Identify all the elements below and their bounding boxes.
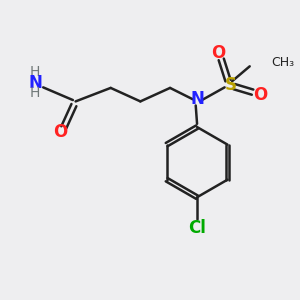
Text: O: O [212, 44, 226, 62]
Text: N: N [28, 74, 42, 92]
Text: O: O [54, 124, 68, 142]
Text: S: S [225, 76, 237, 94]
Text: H: H [30, 86, 40, 100]
Text: Cl: Cl [188, 219, 206, 237]
Text: O: O [254, 86, 268, 104]
Text: H: H [30, 65, 40, 79]
Text: N: N [190, 90, 204, 108]
Text: CH₃: CH₃ [271, 56, 294, 69]
